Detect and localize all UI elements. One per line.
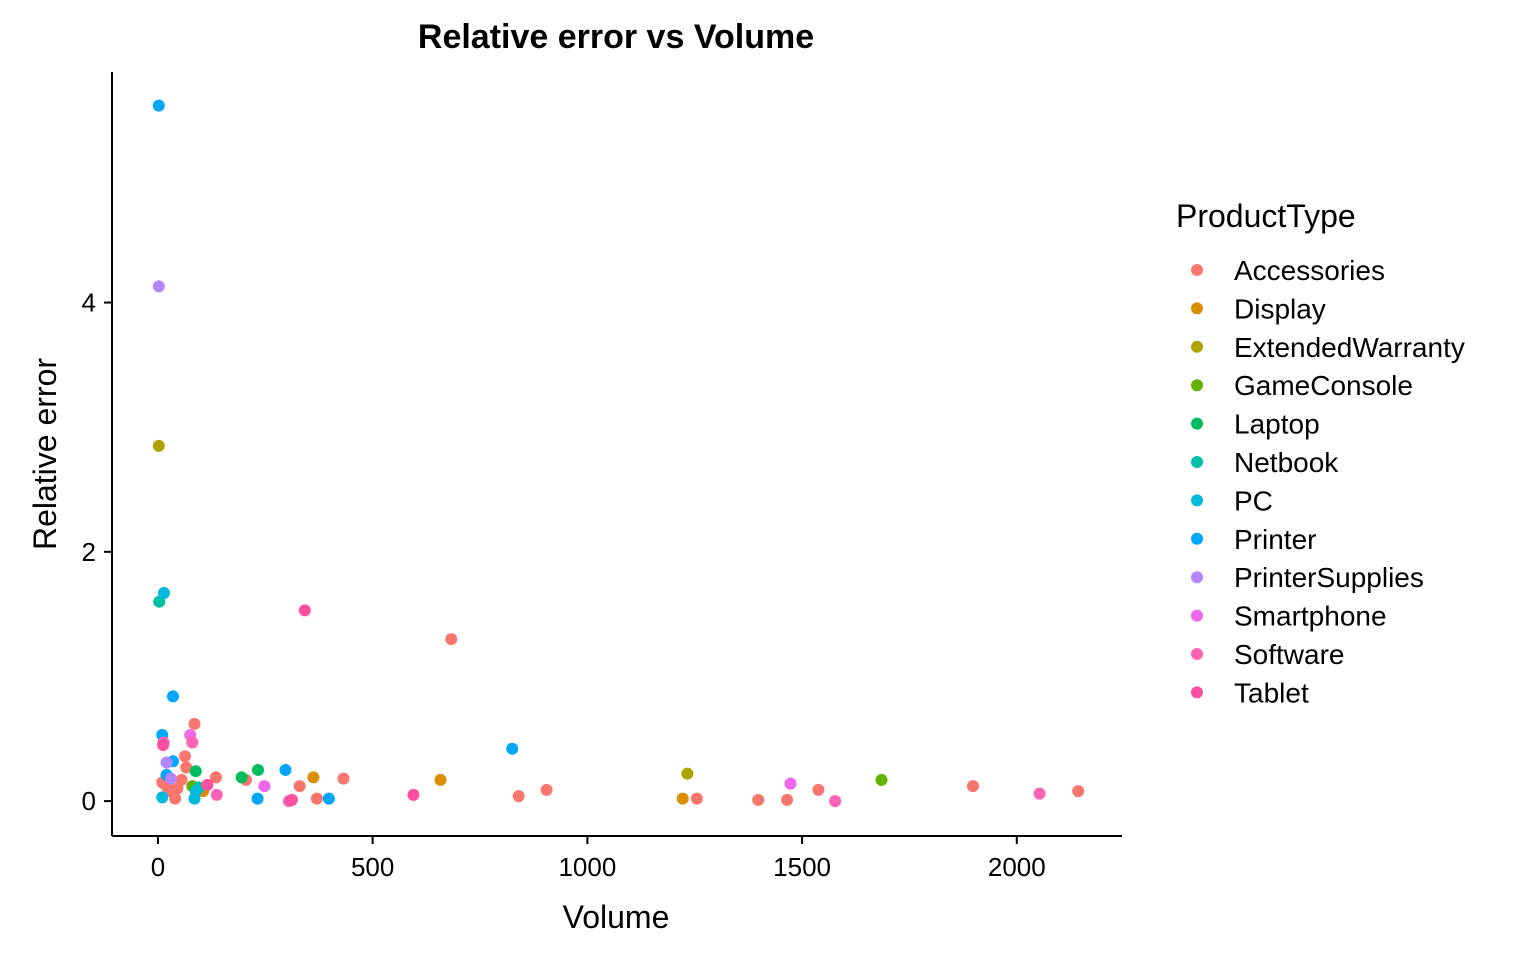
legend-key — [1191, 609, 1203, 622]
data-point — [169, 792, 182, 805]
data-point — [210, 788, 223, 801]
data-point — [540, 783, 553, 796]
data-points — [152, 99, 1085, 808]
data-point — [157, 739, 170, 752]
y-tick-label: 2 — [82, 537, 96, 567]
legend-label: Tablet — [1234, 677, 1309, 708]
x-axis-ticks: 0 500 1000 1500 2000 — [151, 836, 1046, 882]
data-point — [1033, 787, 1046, 800]
legend-key — [1191, 379, 1203, 392]
x-tick-label: 0 — [151, 852, 165, 882]
data-point — [752, 793, 765, 806]
data-point — [152, 439, 165, 452]
data-point — [164, 772, 177, 785]
data-point — [506, 742, 519, 755]
x-axis-title: Volume — [563, 899, 670, 935]
legend-key — [1191, 532, 1203, 545]
legend-key — [1191, 456, 1203, 468]
legend-label: Accessories — [1234, 255, 1385, 286]
legend: ProductType Accessories Display ExtendedWa… — [1176, 198, 1465, 708]
y-tick-label: 0 — [82, 786, 96, 816]
data-point — [180, 761, 193, 774]
data-point — [179, 750, 192, 763]
data-point — [966, 780, 979, 793]
data-point — [676, 792, 689, 805]
data-point — [156, 791, 169, 804]
legend-key — [1191, 494, 1203, 507]
legend-key — [1191, 302, 1203, 315]
y-axis-title: Relative error — [27, 358, 63, 550]
legend-key — [1191, 686, 1203, 699]
data-point — [875, 773, 888, 786]
data-point — [1072, 785, 1085, 798]
legend-key — [1191, 340, 1203, 353]
data-point — [157, 586, 170, 599]
legend-label: Display — [1234, 293, 1326, 324]
data-point — [188, 717, 201, 730]
data-point — [681, 767, 694, 780]
data-point — [160, 756, 173, 769]
legend-label: ExtendedWarranty — [1234, 332, 1465, 363]
data-point — [407, 788, 420, 801]
data-point — [186, 736, 199, 749]
data-point — [235, 771, 248, 784]
legend-key — [1191, 571, 1203, 584]
legend-key — [1191, 417, 1203, 430]
legend-label: Software — [1234, 639, 1345, 670]
data-point — [252, 763, 265, 776]
data-point — [337, 772, 350, 785]
legend-label: GameConsole — [1234, 370, 1413, 401]
data-point — [251, 792, 264, 805]
legend-label: PC — [1234, 485, 1273, 516]
data-point — [293, 780, 306, 793]
legend-title: ProductType — [1176, 198, 1356, 234]
data-point — [445, 633, 458, 646]
x-tick-label: 2000 — [988, 852, 1046, 882]
data-point — [152, 280, 165, 293]
data-point — [784, 777, 797, 790]
data-point — [285, 793, 298, 806]
data-point — [175, 773, 188, 786]
y-axis-ticks: 0 2 4 — [82, 288, 112, 816]
legend-label: Netbook — [1234, 447, 1339, 478]
data-point — [434, 773, 447, 786]
data-point — [781, 793, 794, 806]
data-point — [152, 99, 165, 112]
plot-area: 0 500 1000 1500 2000 0 2 4 — [82, 72, 1122, 882]
legend-key — [1191, 648, 1203, 660]
legend-label: PrinterSupplies — [1234, 562, 1424, 593]
data-point — [258, 780, 271, 793]
data-point — [512, 790, 525, 803]
legend-key — [1191, 264, 1203, 276]
data-point — [690, 792, 703, 805]
x-tick-label: 500 — [351, 852, 394, 882]
legend-label: Printer — [1234, 524, 1316, 555]
legend-label: Smartphone — [1234, 601, 1387, 632]
data-point — [829, 795, 842, 808]
data-point — [189, 765, 202, 778]
x-tick-label: 1000 — [558, 852, 616, 882]
data-point — [812, 783, 825, 796]
legend-items: Accessories Display ExtendedWarranty GameCo… — [1191, 255, 1465, 708]
data-point — [209, 771, 222, 784]
chart-title: Relative error vs Volume — [418, 18, 814, 56]
data-point — [310, 792, 323, 805]
data-point — [307, 771, 320, 784]
data-point — [322, 792, 335, 805]
x-tick-label: 1500 — [773, 852, 831, 882]
data-point — [201, 778, 214, 791]
data-point — [166, 690, 179, 703]
legend-label: Laptop — [1234, 409, 1320, 440]
data-point — [189, 785, 202, 798]
y-tick-label: 4 — [82, 288, 96, 318]
data-point — [279, 763, 292, 776]
data-point — [298, 604, 311, 617]
